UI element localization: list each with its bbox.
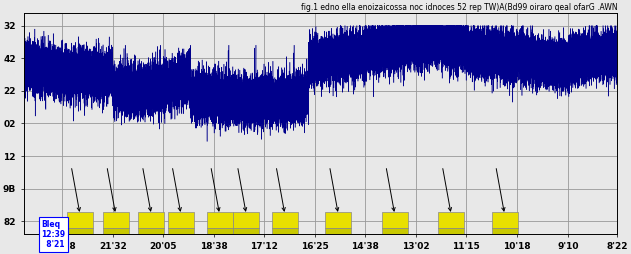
- Bar: [233, 212, 259, 228]
- Bar: [492, 212, 517, 228]
- Bar: [138, 228, 165, 238]
- Bar: [206, 228, 233, 238]
- Text: fig.1 edno ella enoizaicossa noc idnoces 52 rep TW)A(Bd99 oiraro qeal ofarG .AWN: fig.1 edno ella enoizaicossa noc idnoces…: [301, 3, 618, 12]
- Bar: [326, 228, 351, 238]
- Text: Bleq
12:39
  8'21: Bleq 12:39 8'21: [42, 220, 66, 249]
- Bar: [138, 212, 165, 228]
- Bar: [438, 212, 464, 228]
- Bar: [492, 228, 517, 238]
- Bar: [326, 212, 351, 228]
- Bar: [103, 212, 129, 228]
- Bar: [206, 212, 233, 228]
- Bar: [67, 212, 93, 228]
- Bar: [272, 212, 298, 228]
- Bar: [168, 212, 194, 228]
- Bar: [67, 228, 93, 238]
- Bar: [438, 228, 464, 238]
- Bar: [382, 228, 408, 238]
- Bar: [103, 228, 129, 238]
- Bar: [272, 228, 298, 238]
- Bar: [233, 228, 259, 238]
- Bar: [168, 228, 194, 238]
- Bar: [382, 212, 408, 228]
